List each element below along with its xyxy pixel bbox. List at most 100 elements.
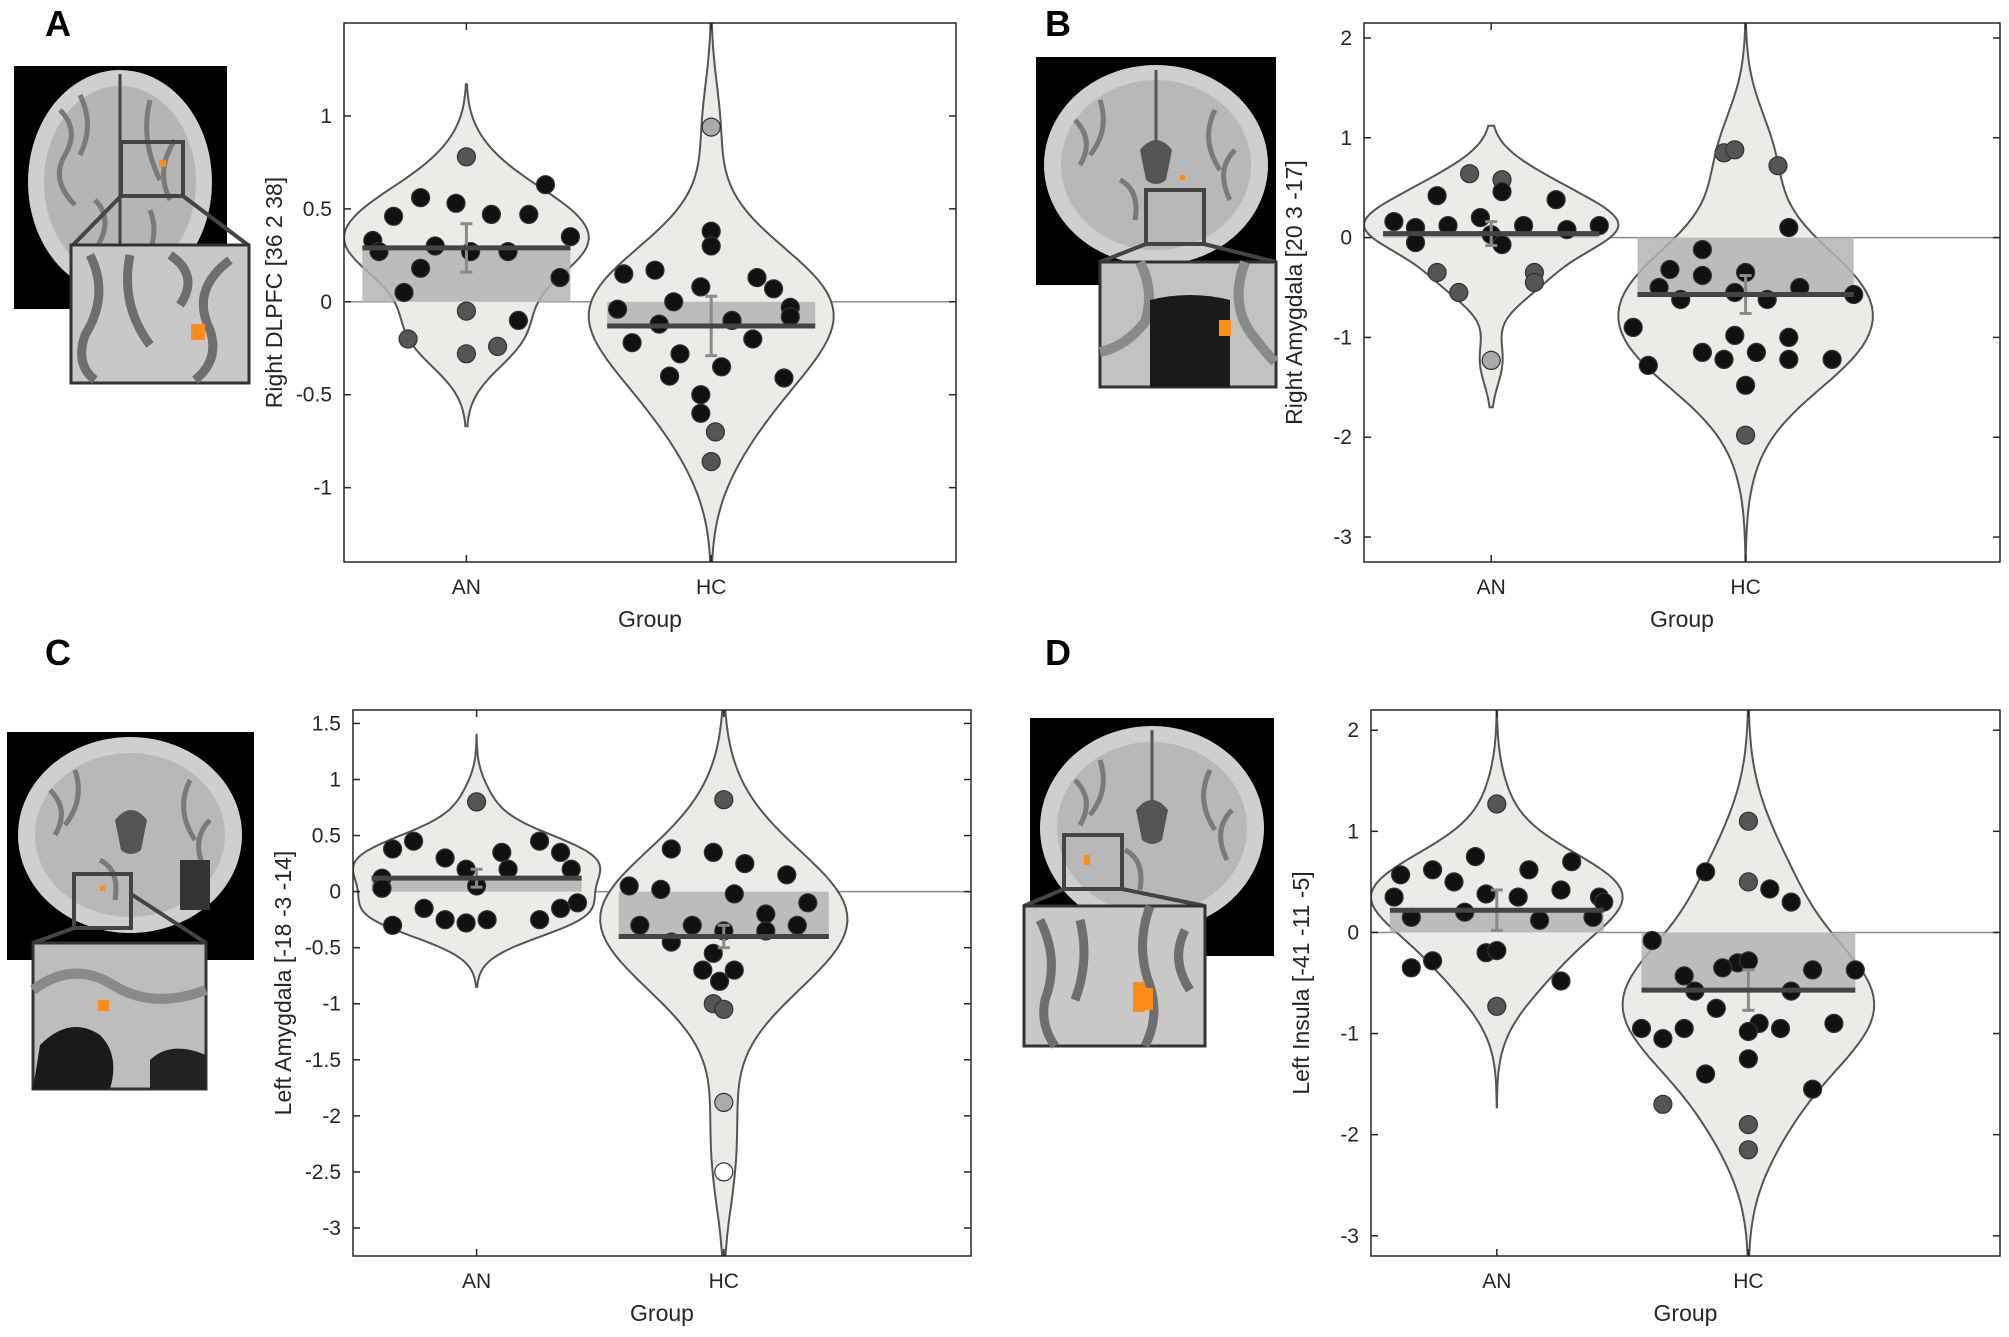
plot-area — [1371, 710, 2000, 1256]
y-tick-label: 2 — [1347, 719, 1359, 742]
data-point — [701, 236, 721, 256]
data-point — [1746, 342, 1767, 362]
brain-inset-c — [7, 732, 254, 1091]
y-tick-label: 1 — [1340, 127, 1352, 150]
data-point — [743, 329, 763, 349]
panel-letter-a: A — [45, 3, 71, 44]
data-point — [756, 904, 776, 924]
data-point — [1695, 862, 1716, 882]
x-tick-label-an: AN — [462, 1270, 491, 1293]
data-point — [1738, 872, 1759, 892]
y-tick-label: 1.5 — [312, 712, 341, 735]
data-point — [1706, 998, 1726, 1018]
data-point — [1738, 1049, 1759, 1069]
data-point — [372, 878, 392, 898]
data-point — [477, 910, 497, 930]
data-point — [1465, 846, 1486, 867]
data-point — [1524, 272, 1545, 293]
data-point — [1674, 1018, 1694, 1039]
data-point — [691, 403, 711, 423]
data-point — [1779, 218, 1799, 238]
data-point — [488, 336, 508, 356]
data-point — [1725, 325, 1745, 345]
data-point — [1487, 940, 1507, 961]
chart-panel-c: -3 -2.5 -2 -1.5 -1 -0.5 0 0.5 1 1.5 AN HC Group Left … — [270, 709, 972, 1326]
data-point — [414, 898, 434, 919]
data-point — [394, 282, 414, 303]
data-point — [1427, 262, 1447, 283]
data-point — [467, 792, 487, 812]
x-tick-label-hc: HC — [1733, 1270, 1763, 1293]
data-point — [1508, 887, 1528, 907]
data-point — [711, 357, 732, 377]
data-point — [1779, 327, 1799, 347]
panel-letter-c: C — [45, 632, 71, 673]
data-point — [1481, 350, 1501, 370]
data-point — [622, 333, 642, 353]
plot-area — [344, 23, 956, 562]
data-point — [780, 307, 800, 327]
data-point — [714, 790, 734, 810]
data-point — [1427, 186, 1447, 206]
data-point — [1802, 960, 1823, 980]
x-axis-label: Group — [630, 1300, 694, 1326]
data-point — [1738, 811, 1759, 831]
data-point — [1779, 349, 1799, 369]
data-point — [619, 876, 639, 896]
data-point — [1551, 880, 1571, 900]
data-point — [1735, 425, 1756, 445]
data-point — [798, 893, 818, 913]
y-tick-label: 1 — [320, 105, 332, 128]
data-point — [1738, 1021, 1759, 1042]
violin-hc — [587, 23, 835, 562]
chart-panel-d: -3 -2 -1 0 1 2 AN HC Group Left Insula [-41 -11 -… — [1288, 709, 2001, 1326]
data-point — [1768, 156, 1788, 176]
data-point — [1384, 887, 1404, 907]
axes-box — [1370, 709, 2001, 1257]
data-point — [735, 853, 755, 874]
data-point — [1401, 958, 1421, 978]
data-point — [1738, 1114, 1759, 1135]
data-point — [550, 842, 571, 863]
data-point — [714, 1162, 734, 1182]
data-point — [1692, 240, 1713, 260]
data-point — [1638, 355, 1658, 375]
data-point — [763, 279, 784, 299]
y-tick-label: -0.5 — [305, 937, 341, 960]
y-tick-label: 0 — [1347, 921, 1359, 944]
y-tick-label: -3 — [1340, 1225, 1359, 1248]
data-point — [1492, 182, 1512, 202]
x-axis-label: Group — [618, 606, 682, 632]
data-point — [384, 206, 404, 226]
y-tick-label: 1 — [329, 769, 341, 792]
data-point — [1422, 951, 1443, 971]
y-tick-label: -2 — [1340, 1124, 1359, 1147]
x-tick-label-hc: HC — [696, 576, 726, 599]
y-axis-label: Left Amygdala [-18 -3 -14] — [270, 851, 296, 1116]
data-point — [1551, 971, 1571, 991]
y-tick-label: -3 — [1333, 526, 1352, 549]
data-point — [774, 368, 794, 388]
plot-area — [1364, 23, 2000, 562]
y-axis-label: Right Amygdala [20 3 -17] — [1281, 160, 1307, 425]
data-point — [411, 258, 431, 278]
data-point — [724, 884, 744, 904]
data-point — [1390, 865, 1411, 885]
y-tick-label: 0.5 — [312, 825, 341, 848]
data-point — [560, 227, 581, 247]
data-point — [1487, 996, 1507, 1016]
y-tick-label: -1 — [322, 993, 341, 1016]
data-point — [456, 913, 476, 933]
data-point — [411, 188, 431, 208]
data-point — [1529, 910, 1550, 930]
data-point — [693, 960, 713, 980]
data-point — [1692, 265, 1713, 286]
data-point — [1422, 860, 1443, 880]
y-tick-label: -2.5 — [305, 1161, 341, 1184]
data-point — [456, 147, 476, 167]
data-point — [1562, 852, 1582, 872]
data-point — [1631, 1018, 1652, 1039]
y-axis-label: Right DLPFC [36 2 38] — [261, 177, 287, 408]
data-point — [1770, 1018, 1791, 1039]
